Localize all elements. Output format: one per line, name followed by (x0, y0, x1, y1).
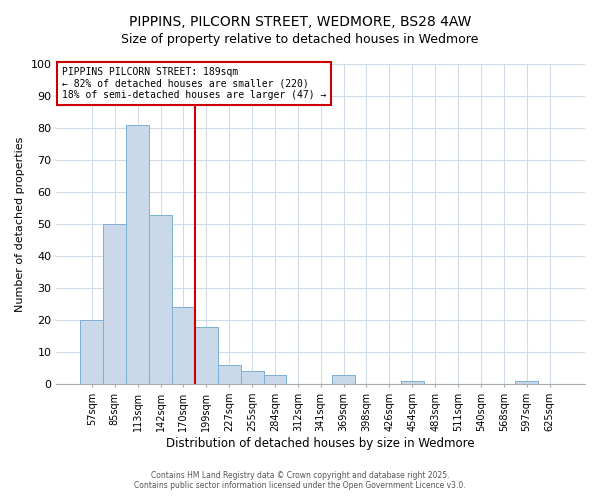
Text: PIPPINS PILCORN STREET: 189sqm
← 82% of detached houses are smaller (220)
18% of: PIPPINS PILCORN STREET: 189sqm ← 82% of … (62, 67, 326, 100)
Bar (241, 372, 263, 384)
Bar (195, 326, 218, 384)
Bar (263, 374, 286, 384)
Text: Size of property relative to detached houses in Wedmore: Size of property relative to detached ho… (121, 32, 479, 46)
Bar (149, 214, 172, 384)
Y-axis label: Number of detached properties: Number of detached properties (15, 136, 25, 312)
Text: Contains HM Land Registry data © Crown copyright and database right 2025.
Contai: Contains HM Land Registry data © Crown c… (134, 470, 466, 490)
Text: PIPPINS, PILCORN STREET, WEDMORE, BS28 4AW: PIPPINS, PILCORN STREET, WEDMORE, BS28 4… (129, 15, 471, 29)
Bar (126, 125, 149, 384)
Bar (172, 308, 195, 384)
Bar (218, 365, 241, 384)
Bar (401, 381, 424, 384)
Bar (80, 320, 103, 384)
Bar (332, 374, 355, 384)
X-axis label: Distribution of detached houses by size in Wedmore: Distribution of detached houses by size … (166, 437, 475, 450)
Bar (515, 381, 538, 384)
Bar (103, 224, 126, 384)
